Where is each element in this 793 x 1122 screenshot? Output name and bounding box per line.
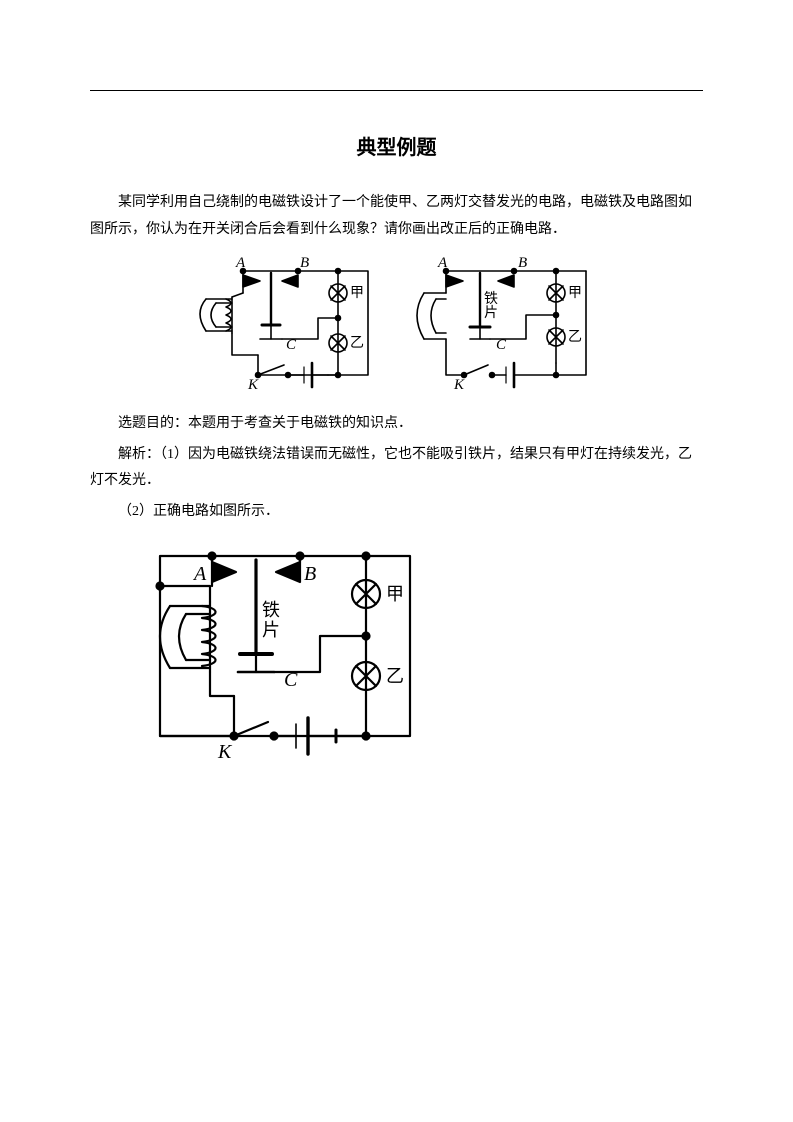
analysis-text-1: （1）因为电磁铁绕法错误而无磁性，它也不能吸引铁片，结果只有甲灯在持续发光，乙灯… — [90, 447, 692, 489]
label-yi-2: 乙 — [568, 329, 582, 345]
label-K3: K — [217, 741, 233, 763]
label-pian-3: 片 — [262, 620, 280, 640]
analysis-2: （2）正确电路如图所示． — [90, 499, 703, 526]
label-A2: A — [437, 255, 448, 271]
top-rule — [90, 90, 703, 91]
label-jia-2: 甲 — [568, 286, 582, 301]
diagram-2: A B C K 铁 片 甲 乙 — [406, 253, 606, 393]
label-C2: C — [496, 337, 507, 353]
top-diagram-row: A B C K 甲 乙 — [90, 253, 703, 393]
purpose-label: 选题目的： — [118, 416, 188, 431]
label-yi-3: 乙 — [386, 666, 404, 686]
diagram-1: A B C K 甲 乙 — [188, 253, 388, 393]
label-A: A — [235, 255, 246, 271]
label-tie-3: 铁 — [262, 600, 280, 620]
label-B3: B — [304, 563, 316, 585]
label-jia-3: 甲 — [386, 584, 404, 604]
label-C3: C — [284, 669, 298, 691]
purpose-line: 选题目的：本题用于考查关于电磁铁的知识点． — [90, 411, 703, 438]
label-jia-1: 甲 — [350, 286, 364, 301]
corrected-diagram-wrap: A B C K 铁 片 甲 乙 — [140, 536, 703, 766]
page-title: 典型例题 — [90, 131, 703, 160]
label-K2: K — [453, 377, 465, 393]
intro-paragraph: 某同学利用自己绕制的电磁铁设计了一个能使甲、乙两灯交替发光的电路，电磁铁及电路图… — [90, 190, 703, 243]
label-B: B — [300, 255, 309, 271]
purpose-text: 本题用于考查关于电磁铁的知识点． — [188, 416, 412, 431]
diagram-3-corrected: A B C K 铁 片 甲 乙 — [140, 536, 430, 766]
label-A3: A — [192, 563, 207, 585]
label-C: C — [286, 337, 297, 353]
analysis-label: 解析： — [118, 447, 160, 462]
label-B2: B — [518, 255, 527, 271]
analysis-1: 解析：（1）因为电磁铁绕法错误而无磁性，它也不能吸引铁片，结果只有甲灯在持续发光… — [90, 442, 703, 495]
label-yi-1: 乙 — [350, 335, 364, 351]
label-pian: 片 — [484, 305, 498, 321]
label-K: K — [247, 377, 259, 393]
label-tie: 铁 — [484, 291, 498, 307]
